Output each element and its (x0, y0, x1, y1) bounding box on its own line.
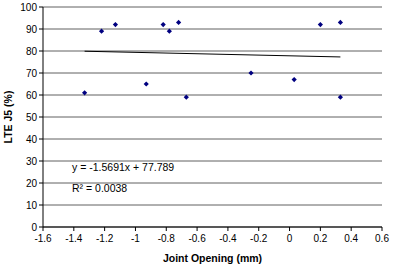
y-tick-label: 90 (26, 24, 38, 35)
x-tick-label: 0.4 (344, 233, 358, 244)
grid-line (43, 117, 382, 118)
grid-line (43, 73, 382, 74)
grid-line (43, 227, 382, 228)
y-axis-title: LTE J5 (%) (2, 91, 14, 144)
x-tick (135, 227, 136, 231)
x-tick-label: -0.4 (219, 233, 237, 244)
y-tick-label: 40 (26, 134, 38, 145)
chart: 0 10 20 30 40 50 60 70 80 90 100 -1.6 -1.4 -1.2 -1 -0.8… (0, 0, 400, 266)
data-point (248, 70, 253, 75)
x-tick-label: 0.6 (375, 233, 389, 244)
x-tick (382, 227, 383, 231)
x-tick-label: -0.8 (158, 233, 176, 244)
data-point (113, 22, 118, 27)
data-point (176, 20, 181, 25)
annotation: y = -1.5691x + 77.789 (72, 161, 174, 173)
y-tick-label: 50 (26, 112, 38, 123)
y-tick (39, 29, 43, 30)
data-point (184, 95, 189, 100)
plot-area (82, 20, 343, 100)
y-tick-label: 30 (26, 156, 38, 167)
data-point (144, 81, 149, 86)
grid-line (43, 95, 382, 96)
y-tick (39, 117, 43, 118)
grid-line (43, 29, 382, 30)
grid-line (43, 7, 382, 8)
data-point (82, 90, 87, 95)
data-point (161, 22, 166, 27)
grid-line (43, 205, 382, 206)
x-tick (166, 227, 167, 231)
x-tick-label: -1.2 (96, 233, 114, 244)
y-tick (39, 139, 43, 140)
x-tick-label: 0.2 (313, 233, 327, 244)
x-tick (227, 227, 228, 231)
x-tick-label: 0 (287, 233, 293, 244)
data-point (318, 22, 323, 27)
y-tick (39, 227, 43, 228)
x-tick-label: -1 (131, 233, 140, 244)
y-tick-label: 10 (26, 200, 38, 211)
y-tick-label: 100 (20, 2, 37, 13)
x-tick (258, 227, 259, 231)
x-tick-label: -1.4 (65, 233, 83, 244)
data-point (292, 77, 297, 82)
y-tick (39, 205, 43, 206)
y-tick (39, 73, 43, 74)
x-tick (43, 227, 44, 231)
x-tick (104, 227, 105, 231)
y-tick-label: 70 (26, 68, 38, 79)
x-tick (73, 227, 74, 231)
x-tick-label: -0.6 (188, 233, 206, 244)
y-tick-label: 0 (31, 222, 37, 233)
x-axis-title: Joint Opening (mm) (163, 252, 262, 264)
y-tick (39, 7, 43, 8)
y-tick-label: 60 (26, 90, 38, 101)
x-tick-label: -0.2 (250, 233, 268, 244)
annotation: R² = 0.0038 (72, 182, 127, 194)
trend-line (85, 51, 341, 57)
y-tick (39, 183, 43, 184)
x-tick (320, 227, 321, 231)
y-tick (39, 51, 43, 52)
x-tick (289, 227, 290, 231)
data-point (167, 29, 172, 34)
x-tick (351, 227, 352, 231)
y-axis (43, 7, 44, 227)
y-tick (39, 95, 43, 96)
y-tick (39, 161, 43, 162)
x-tick (197, 227, 198, 231)
grid-line (43, 139, 382, 140)
data-point (338, 20, 343, 25)
x-axis (43, 227, 382, 228)
y-tick-label: 80 (26, 46, 38, 57)
data-point (99, 29, 104, 34)
y-tick-label: 20 (26, 178, 38, 189)
x-tick-label: -1.6 (34, 233, 52, 244)
data-point (338, 95, 343, 100)
